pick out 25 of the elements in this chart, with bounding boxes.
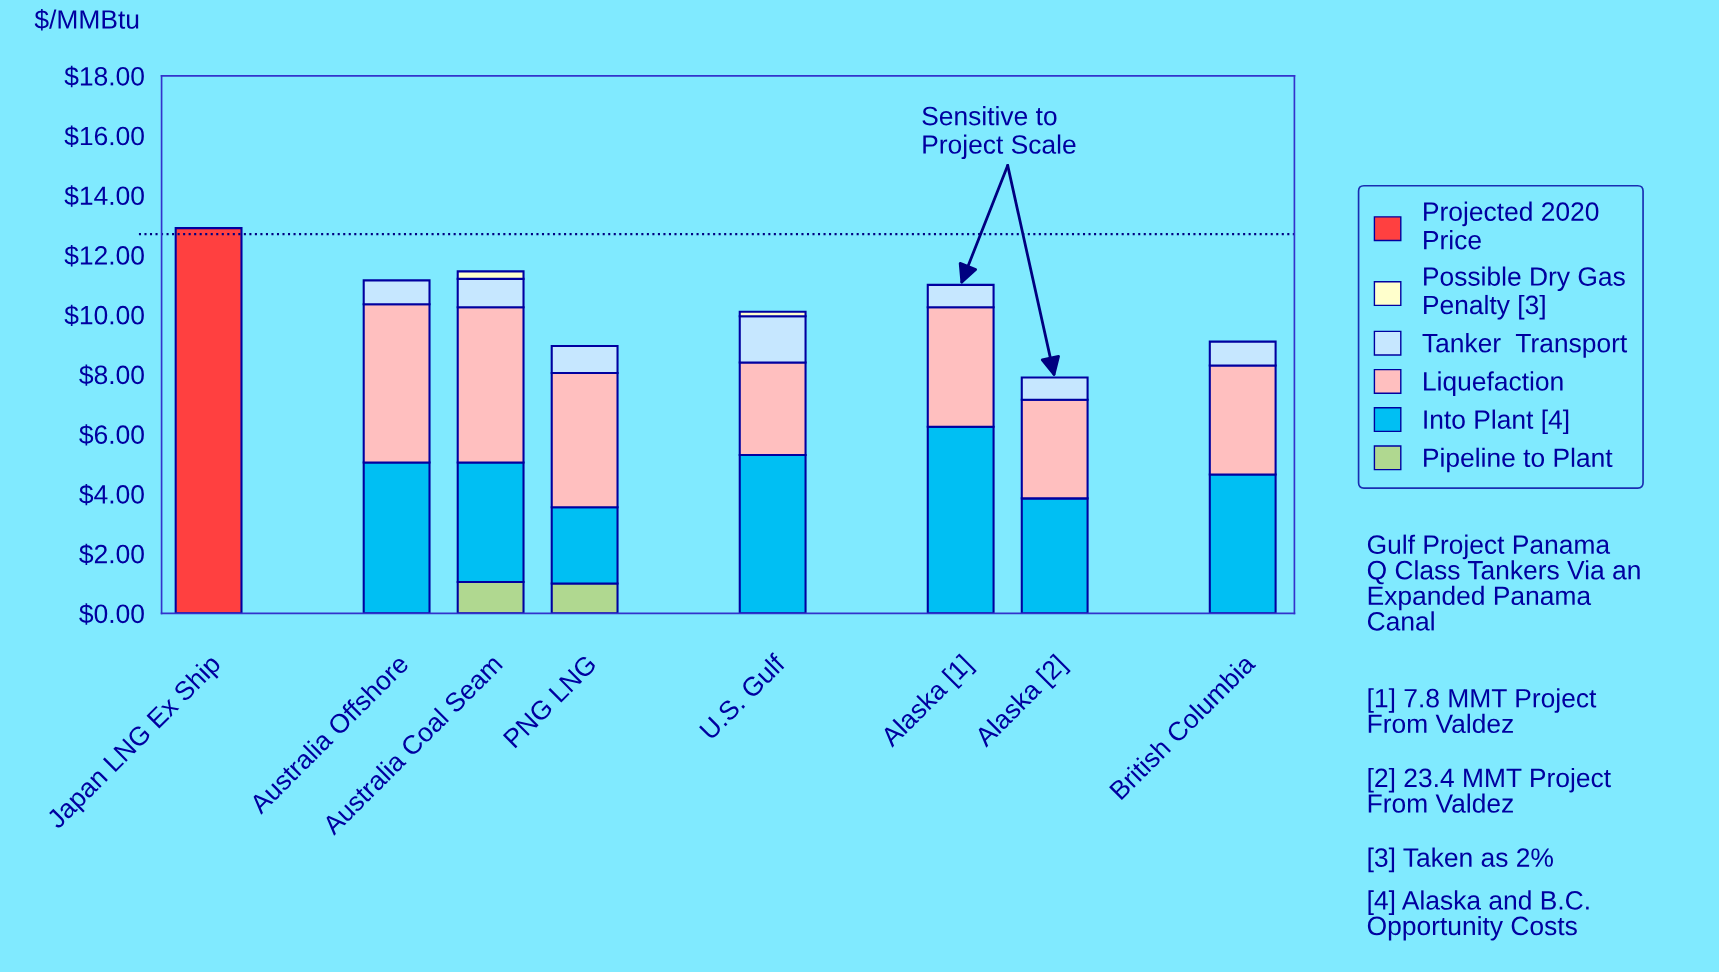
legend-label: Pipeline to Plant [1424,447,1613,473]
legend-label: Tanker Transport [1422,333,1628,358]
legend-label: Into Plant [4] [1424,409,1569,435]
annotation: Sensitive to Project Scale [922,106,1076,160]
y-tick-label: $2.00 [79,543,144,565]
x-tick-label: U.S. Gulf [698,652,787,741]
legend-label: Projected 2020 Price [1424,201,1599,250]
y-tick-label: $18.00 [64,65,144,88]
y-tick-label: $16.00 [64,125,144,147]
y-tick-label: $14.00 [64,185,144,207]
legend-label: Possible Dry Gas Penalty [3] [1424,266,1625,320]
text: [2] 23.4 MMT Project From Valdez [1368,767,1611,813]
y-tick-label: $12.00 [64,245,144,267]
y-tick-label: $6.00 [79,424,144,446]
y-axis-title: $/MMBtu [34,9,139,31]
text: [4] Alaska and B.C. Opportunity Costs [1367,890,1589,941]
legend-label: Liquefaction [1424,371,1563,396]
y-tick-label: $0.00 [79,603,144,625]
y-tick-label: $10.00 [64,304,144,327]
text: Gulf Project Panama Q Class Tankers Via an Expanded Panama Canal [1367,534,1640,631]
text: [1] 7.8 MMT Project From Valdez [1368,688,1597,734]
text: [3] Taken as 2% [1368,847,1553,873]
y-tick-label: $4.00 [79,483,144,506]
bar [174,227,243,614]
y-tick-label: $8.00 [79,364,144,386]
